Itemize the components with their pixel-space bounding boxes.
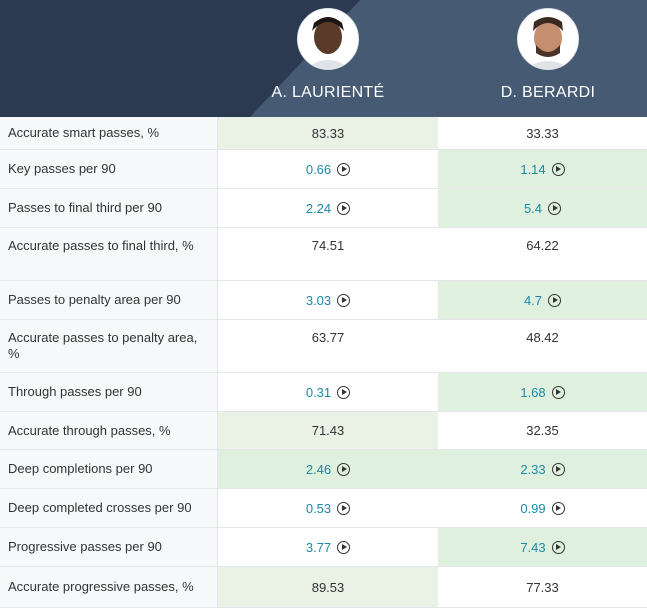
stat-value-player-2[interactable]: 0.99: [438, 489, 647, 527]
stat-value-player-2[interactable]: 7.43: [438, 528, 647, 566]
stat-value-player-1[interactable]: 0.66: [218, 150, 438, 188]
stat-value: 2.46: [305, 461, 332, 477]
stat-value-player-1: 89.53: [218, 567, 438, 607]
stat-value: 63.77: [311, 330, 345, 345]
stat-value-player-2: 77.33: [438, 567, 647, 607]
stat-value: 48.42: [526, 330, 559, 345]
stats-table: Accurate smart passes, % 83.33 33.33 Key pa…: [0, 117, 647, 608]
stat-value: 77.33: [526, 579, 559, 595]
play-video-icon[interactable]: [337, 162, 351, 176]
stat-row: Key passes per 90 0.66 1.14: [0, 150, 647, 189]
stat-value: 83.33: [311, 125, 345, 141]
stat-label: Accurate passes to final third, %: [0, 228, 218, 280]
player-name-1: A. LAURIENTÉ: [271, 84, 385, 101]
stat-row: Accurate through passes, % 71.43 32.35: [0, 412, 647, 450]
stat-value-player-1[interactable]: 3.77: [218, 528, 438, 566]
play-video-icon[interactable]: [337, 462, 351, 476]
stat-value-player-1[interactable]: 2.24: [218, 189, 438, 227]
stat-value-player-2[interactable]: 2.33: [438, 450, 647, 488]
stat-value: 0.53: [305, 500, 332, 516]
play-video-icon[interactable]: [337, 501, 351, 515]
stat-value-player-2[interactable]: 4.7: [438, 281, 647, 319]
stat-value-player-1: 83.33: [218, 117, 438, 149]
stat-value: 0.66: [305, 161, 332, 177]
stat-value-player-1: 63.77: [218, 320, 438, 372]
stat-value: 89.53: [311, 579, 345, 595]
stat-row: Deep completed crosses per 90 0.53 0.99: [0, 489, 647, 528]
stat-value-player-2: 32.35: [438, 412, 647, 449]
play-video-icon[interactable]: [337, 385, 351, 399]
play-video-icon[interactable]: [551, 162, 565, 176]
stat-row: Progressive passes per 90 3.77 7.43: [0, 528, 647, 567]
stat-value: 64.22: [526, 238, 559, 253]
stat-row: Through passes per 90 0.31 1.68: [0, 373, 647, 412]
stat-value: 7.43: [520, 539, 546, 555]
play-video-icon[interactable]: [551, 385, 565, 399]
stat-value: 0.31: [305, 384, 332, 400]
stat-row: Passes to penalty area per 90 3.03 4.7: [0, 281, 647, 320]
stat-label: Accurate through passes, %: [0, 412, 218, 449]
stat-value: 3.77: [305, 539, 332, 555]
stat-label: Progressive passes per 90: [0, 528, 218, 566]
stat-value: 2.33: [520, 461, 546, 477]
stat-value-player-1[interactable]: 3.03: [218, 281, 438, 319]
play-video-icon[interactable]: [551, 501, 565, 515]
stat-value-player-1: 71.43: [218, 412, 438, 449]
stat-value-player-2: 64.22: [438, 228, 647, 280]
play-video-icon[interactable]: [337, 540, 351, 554]
stat-label: Passes to penalty area per 90: [0, 281, 218, 319]
player-column-header-1: A. LAURIENTÉ: [218, 8, 438, 102]
stat-value-player-2: 33.33: [438, 117, 647, 149]
stat-row: Accurate passes to final third, % 74.51 64…: [0, 228, 647, 281]
stat-value: 1.68: [520, 384, 546, 400]
stat-label: Deep completions per 90: [0, 450, 218, 488]
stat-row: Passes to final third per 90 2.24 5.4: [0, 189, 647, 228]
stat-value: 4.7: [523, 292, 543, 308]
play-video-icon[interactable]: [548, 201, 562, 215]
play-video-icon[interactable]: [337, 201, 351, 215]
stat-value-player-1[interactable]: 2.46: [218, 450, 438, 488]
stat-label: Key passes per 90: [0, 150, 218, 188]
stat-value: 1.14: [520, 161, 546, 177]
play-video-icon[interactable]: [337, 293, 351, 307]
stat-value: 5.4: [523, 200, 543, 216]
stat-label: Passes to final third per 90: [0, 189, 218, 227]
stat-label: Accurate passes to penalty area, %: [0, 320, 218, 372]
stat-value-player-2[interactable]: 5.4: [438, 189, 647, 227]
stat-label: Accurate progressive passes, %: [0, 567, 218, 607]
stat-value: 3.03: [305, 292, 332, 308]
player-photo-icon[interactable]: [517, 8, 579, 70]
stat-row: Accurate smart passes, % 83.33 33.33: [0, 117, 647, 150]
play-video-icon[interactable]: [551, 540, 565, 554]
stat-value: 0.99: [520, 500, 546, 516]
player-column-header-2: D. BERARDI: [438, 8, 647, 102]
play-video-icon[interactable]: [548, 293, 562, 307]
stat-value: 32.35: [526, 423, 559, 438]
stat-value: 2.24: [305, 200, 332, 216]
stat-value-player-2: 48.42: [438, 320, 647, 372]
stat-value: 74.51: [311, 238, 345, 253]
stat-value-player-2[interactable]: 1.14: [438, 150, 647, 188]
stat-label: Deep completed crosses per 90: [0, 489, 218, 527]
stat-row: Deep completions per 90 2.46 2.33: [0, 450, 647, 489]
stat-value: 71.43: [311, 423, 345, 438]
stat-value: 33.33: [526, 125, 559, 141]
player-photo-icon[interactable]: [297, 8, 359, 70]
player-name-2: D. BERARDI: [500, 84, 596, 101]
stat-row: Accurate passes to penalty area, % 63.77 4…: [0, 320, 647, 373]
stat-label: Through passes per 90: [0, 373, 218, 411]
stat-value-player-1: 74.51: [218, 228, 438, 280]
stat-value-player-1[interactable]: 0.31: [218, 373, 438, 411]
comparison-header: A. LAURIENTÉ D. BERARDI: [0, 0, 647, 117]
play-video-icon[interactable]: [551, 462, 565, 476]
stat-row: Accurate progressive passes, % 89.53 77.33: [0, 567, 647, 608]
stat-value-player-2[interactable]: 1.68: [438, 373, 647, 411]
stat-value-player-1[interactable]: 0.53: [218, 489, 438, 527]
stat-label: Accurate smart passes, %: [0, 117, 218, 149]
